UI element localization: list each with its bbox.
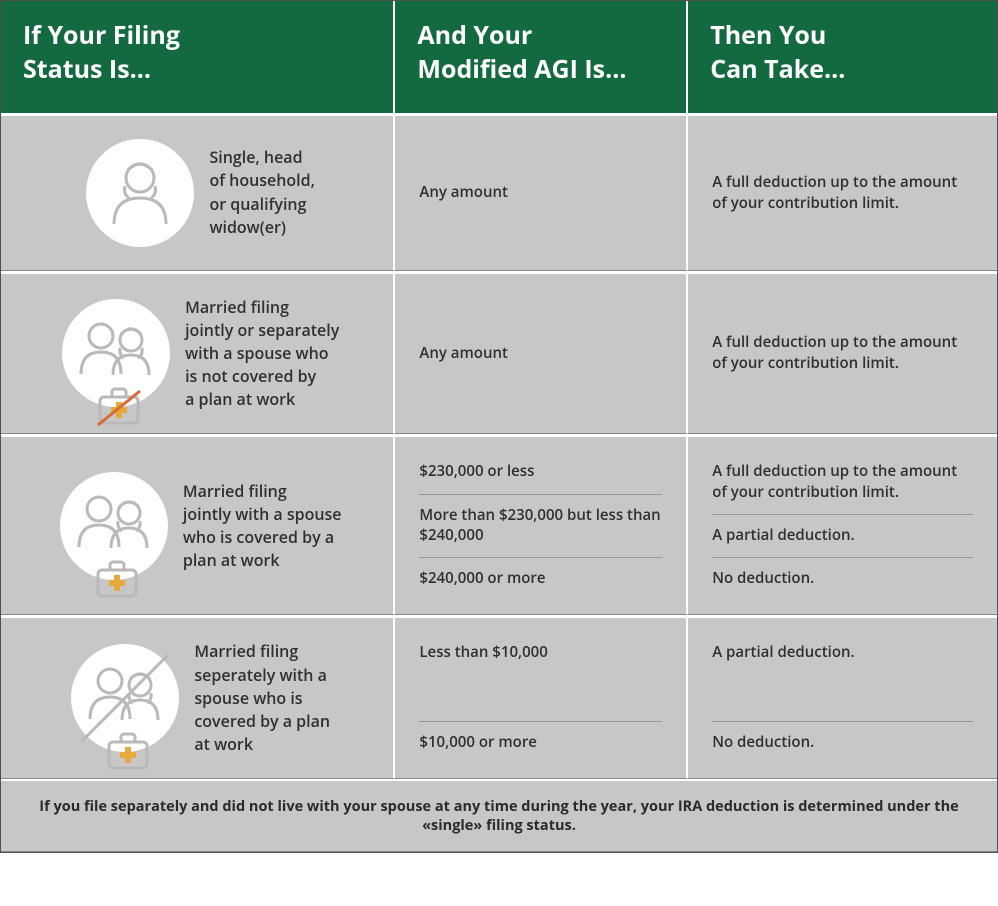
filing-status-cell: Single, headof household,or qualifyingwi…	[1, 115, 395, 271]
header-filing-status: If Your FilingStatus Is...	[1, 1, 395, 113]
single-icon	[85, 138, 195, 248]
agi-value: More than $230,000 but less than $240,00…	[419, 494, 662, 558]
couple-no-plan-icon	[61, 298, 171, 408]
deduction-value: No deduction.	[712, 721, 973, 764]
deduction-cell: A full deduction up to the amount of you…	[688, 436, 997, 615]
deduction-cell: A partial deduction. No deduction.	[688, 617, 997, 779]
agi-value: $10,000 or more	[419, 721, 662, 764]
deduction-value: A full deduction up to the amount of you…	[712, 172, 973, 214]
filing-status-cell: Married filingjointly or separatelywith …	[1, 273, 395, 435]
deduction-value: A full deduction up to the amount of you…	[712, 332, 973, 374]
header-can-take: Then YouCan Take...	[688, 1, 997, 113]
agi-value: Any amount	[419, 182, 662, 203]
footer-note: If you file separately and did not live …	[1, 779, 997, 852]
header-modified-agi: And YourModified AGI Is...	[395, 1, 688, 113]
agi-value: Less than $10,000	[419, 632, 662, 674]
deduction-value: No deduction.	[712, 557, 973, 600]
couple-separate-plan-icon	[70, 643, 180, 753]
agi-value: $240,000 or more	[419, 557, 662, 600]
deduction-value: A partial deduction.	[712, 514, 973, 557]
deduction-value: A partial deduction.	[712, 632, 973, 674]
agi-value: Any amount	[419, 343, 662, 364]
filing-status-text: Married filingjointly with a spousewho i…	[183, 480, 342, 573]
filing-status-text: Married filingjointly or separatelywith …	[185, 296, 339, 412]
agi-cell: Any amount	[395, 115, 688, 271]
filing-status-cell: Married filingjointly with a spousewho i…	[1, 436, 395, 615]
deduction-value: A full deduction up to the amount of you…	[712, 451, 973, 514]
deduction-cell: A full deduction up to the amount of you…	[688, 273, 997, 435]
header-row: If Your FilingStatus Is... And YourModif…	[1, 1, 997, 113]
agi-value: $230,000 or less	[419, 451, 662, 493]
table-row: Married filingjointly with a spousewho i…	[1, 434, 997, 615]
filing-status-cell: Married filingseperately with aspouse wh…	[1, 617, 395, 779]
couple-plan-icon	[59, 471, 169, 581]
deduction-cell: A full deduction up to the amount of you…	[688, 115, 997, 271]
ira-deduction-table: If Your FilingStatus Is... And YourModif…	[0, 0, 998, 853]
agi-cell: $230,000 or lessMore than $230,000 but l…	[395, 436, 688, 615]
table-row: Married filingseperately with aspouse wh…	[1, 615, 997, 779]
table-row: Married filingjointly or separatelywith …	[1, 271, 997, 435]
filing-status-text: Married filingseperately with aspouse wh…	[194, 640, 330, 756]
agi-cell: Less than $10,000 $10,000 or more	[395, 617, 688, 779]
filing-status-text: Single, headof household,or qualifyingwi…	[209, 146, 315, 239]
table-row: Single, headof household,or qualifyingwi…	[1, 113, 997, 271]
agi-cell: Any amount	[395, 273, 688, 435]
